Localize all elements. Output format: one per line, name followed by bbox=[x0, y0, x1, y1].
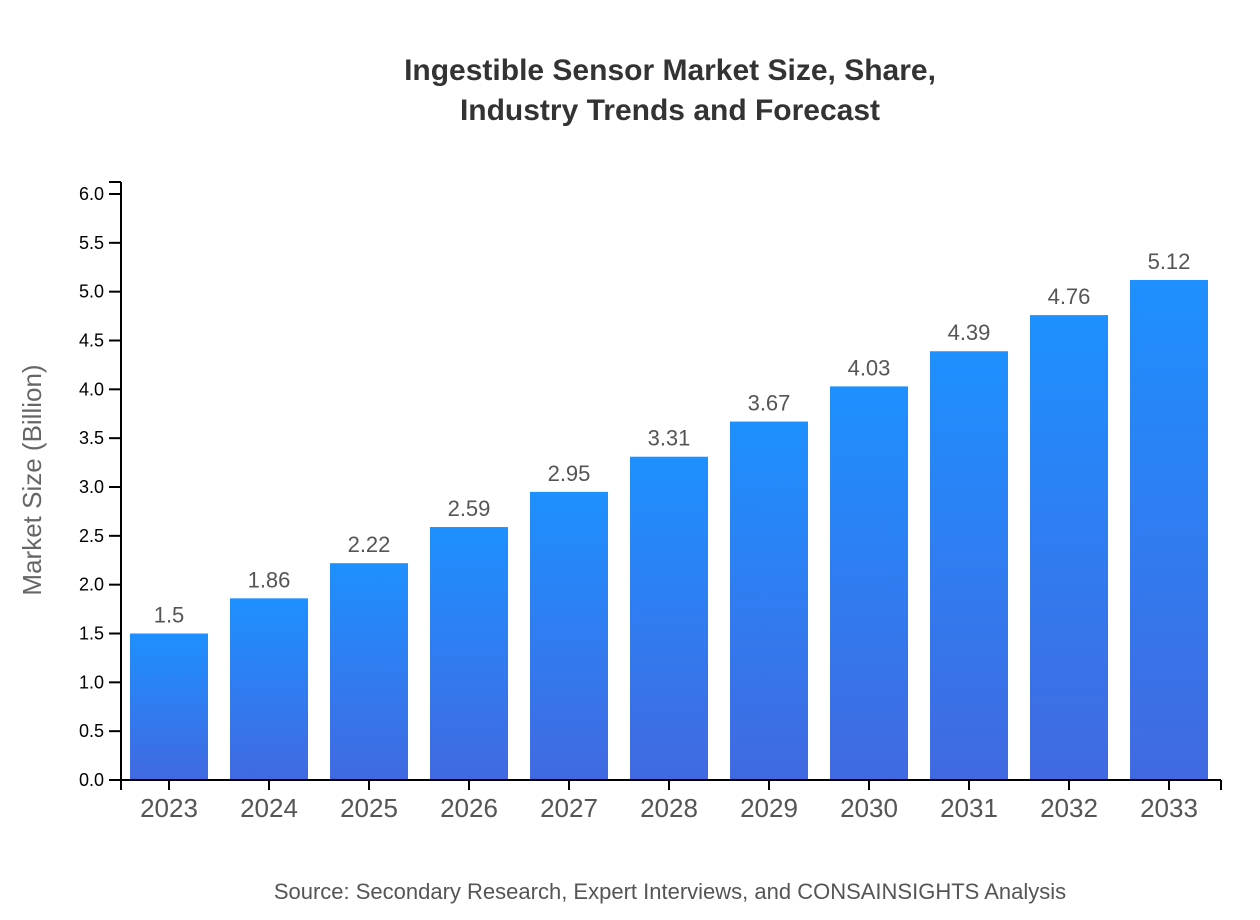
y-tick-label: 6.0 bbox=[79, 184, 104, 204]
data-label-2029: 3.67 bbox=[748, 391, 791, 416]
x-tick-label: 2028 bbox=[640, 793, 698, 823]
x-tick-label: 2033 bbox=[1140, 793, 1198, 823]
data-label-2033: 5.12 bbox=[1148, 249, 1191, 274]
bar-2030 bbox=[830, 386, 908, 780]
x-tick-label: 2030 bbox=[840, 793, 898, 823]
y-tick-label: 1.5 bbox=[79, 624, 104, 644]
x-tick-label: 2031 bbox=[940, 793, 998, 823]
data-label-2023: 1.5 bbox=[154, 603, 185, 628]
y-tick-label: 3.5 bbox=[79, 428, 104, 448]
bar-2029 bbox=[730, 421, 808, 780]
bar-2032 bbox=[1030, 315, 1108, 780]
bar-2026 bbox=[430, 527, 508, 780]
bar-2033 bbox=[1130, 279, 1208, 780]
data-label-2026: 2.59 bbox=[448, 496, 491, 521]
y-tick-label: 1.0 bbox=[79, 672, 104, 692]
y-tick-label: 2.5 bbox=[79, 526, 104, 546]
data-label-2025: 2.22 bbox=[348, 532, 391, 557]
data-label-2028: 3.31 bbox=[648, 426, 691, 451]
x-tick-label: 2027 bbox=[540, 793, 598, 823]
source-note: Source: Secondary Research, Expert Inter… bbox=[274, 879, 1066, 904]
y-tick-label: 4.0 bbox=[79, 379, 104, 399]
y-tick-label: 3.0 bbox=[79, 477, 104, 497]
x-tick-label: 2029 bbox=[740, 793, 798, 823]
chart-title-line-1: Ingestible Sensor Market Size, Share, bbox=[404, 54, 936, 87]
y-tick-label: 5.0 bbox=[79, 282, 104, 302]
data-label-2027: 2.95 bbox=[548, 461, 591, 486]
x-tick-label: 2026 bbox=[440, 793, 498, 823]
bar-2024 bbox=[230, 598, 308, 780]
y-tick-label: 2.0 bbox=[79, 575, 104, 595]
data-label-2024: 1.86 bbox=[248, 567, 291, 592]
bar-2028 bbox=[630, 456, 708, 780]
y-tick-label: 5.5 bbox=[79, 233, 104, 253]
y-tick-label: 4.5 bbox=[79, 331, 104, 351]
y-axis: 0.0 0.5 1.0 1.5 2.0 2.5 3.0 3.5 4.0 4.5 5.0 5.5 6.0 bbox=[79, 181, 122, 790]
bar-2031 bbox=[930, 351, 1008, 780]
data-label-2032: 4.76 bbox=[1048, 284, 1091, 309]
bar-2027 bbox=[530, 491, 608, 780]
data-label-2030: 4.03 bbox=[848, 355, 891, 380]
y-axis-label: Market Size (Billion) bbox=[17, 364, 47, 595]
y-tick-label: 0.5 bbox=[79, 721, 104, 741]
chart-title-line-2: Industry Trends and Forecast bbox=[460, 94, 880, 127]
x-tick-label: 2023 bbox=[140, 793, 198, 823]
bar-2025 bbox=[330, 563, 408, 780]
x-tick-label: 2024 bbox=[240, 793, 298, 823]
bar-2023 bbox=[130, 633, 208, 780]
x-axis: 2023 2024 2025 2026 2027 2028 2029 2030 2031 2032… bbox=[120, 779, 1222, 823]
x-tick-label: 2032 bbox=[1040, 793, 1098, 823]
x-tick-label: 2025 bbox=[340, 793, 398, 823]
y-tick-label: 0.0 bbox=[79, 770, 104, 790]
data-label-2031: 4.39 bbox=[948, 320, 991, 345]
